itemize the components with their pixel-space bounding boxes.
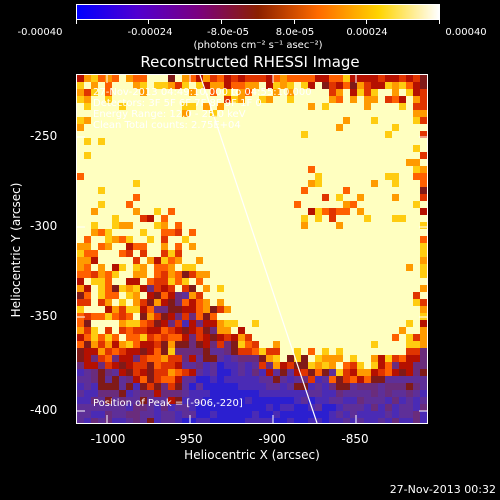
x-tick-label: -1000	[90, 432, 126, 446]
image-plot: 27-Nov-2013 04:49:10.000 to 04:55:10.000…	[76, 74, 428, 424]
plot-title: Reconstructed RHESSI Image	[140, 53, 360, 71]
timestamp: 27-Nov-2013 00:32	[389, 483, 496, 496]
y-tick-label: -250	[30, 129, 58, 143]
x-tick-label: -950	[175, 432, 203, 446]
x-tick-label: -850	[341, 432, 369, 446]
flare-image	[77, 75, 427, 423]
colorbar-label: -0.00024	[127, 27, 173, 38]
x-tick-label: -900	[258, 432, 286, 446]
solar-limb-line	[199, 75, 318, 423]
clean-counts-text: Clean Total counts: 2.75E+04	[93, 120, 241, 131]
detectors-text: Detectors: 3F 5F 6F 7F 8F 9F 1F 0	[93, 98, 262, 109]
energy-range-text: Energy Range: 12.0 - 25.0 keV	[93, 109, 246, 120]
y-axis-label: Heliocentric Y (arcsec)	[9, 182, 23, 318]
y-tick-label: -400	[30, 403, 58, 417]
colorbar-tick	[148, 20, 149, 24]
colorbar-tick	[221, 20, 222, 24]
colorbar-label: -0.00040	[17, 27, 63, 38]
time-range-text: 27-Nov-2013 04:49:10.000 to 04:55:10.000	[93, 87, 312, 98]
colorbar-tick	[294, 20, 295, 24]
colorbar-tick	[439, 20, 440, 24]
y-tick-label: -300	[30, 219, 58, 233]
colorbar-tick	[366, 20, 367, 24]
y-tick-label: -350	[30, 309, 58, 323]
colorbar-label: 0.00040	[445, 27, 487, 38]
x-axis-label: Heliocentric X (arcsec)	[184, 448, 320, 462]
colorbar	[76, 4, 440, 20]
colorbar-label: -8.0e-05	[207, 27, 249, 38]
colorbar-label: 8.0e-05	[275, 27, 315, 38]
colorbar-units: (photons cm⁻² s⁻¹ asec⁻²)	[193, 40, 323, 51]
peak-position-text: Position of Peak = [-906,-220]	[93, 398, 243, 409]
colorbar-tick	[76, 20, 77, 24]
colorbar-label: 0.00024	[346, 27, 388, 38]
